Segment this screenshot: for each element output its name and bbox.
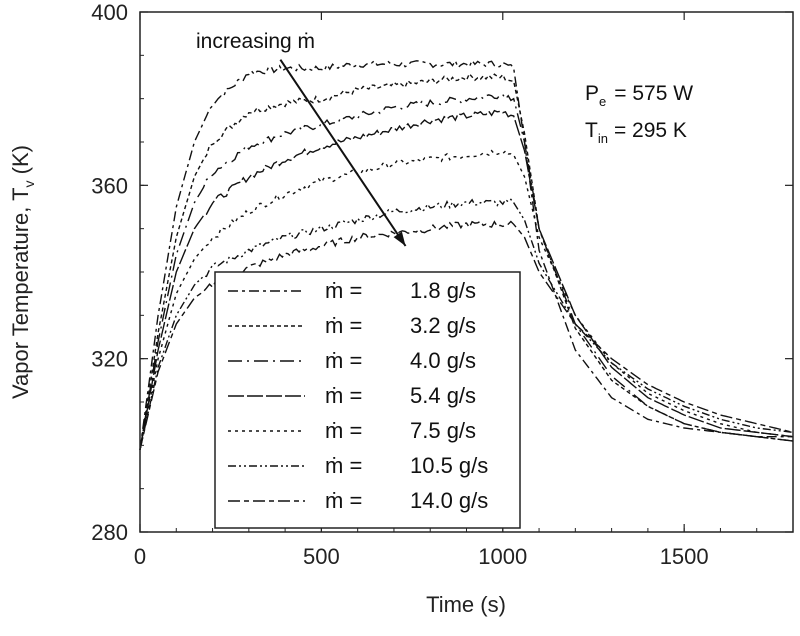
series-line-14-0-g-s — [139, 220, 794, 450]
legend-label: 3.2 g/s — [410, 313, 476, 338]
legend-flow-symbol: ṁ = — [325, 278, 362, 303]
series-line-7-5-g-s — [139, 149, 794, 450]
series-line-10-5-g-s — [139, 198, 794, 450]
x-tick-label: 0 — [134, 544, 146, 569]
series-line-4-0-g-s — [139, 93, 794, 450]
legend-label: 5.4 g/s — [410, 383, 476, 408]
legend: ṁ = 1.8 g/s ṁ = 3.2 g/s ṁ = 4.0 g/s ṁ = 5.4 g/s… — [214, 271, 521, 529]
legend-item: ṁ = 3.2 g/s — [228, 313, 476, 338]
legend-item: ṁ = 14.0 g/s — [228, 488, 488, 513]
legend-label: 7.5 g/s — [410, 418, 476, 443]
legend-flow-symbol: ṁ = — [325, 488, 362, 513]
legend-item: ṁ = 10.5 g/s — [228, 453, 488, 478]
x-tick-label: 500 — [303, 544, 340, 569]
increasing-flow-arrow — [279, 59, 407, 247]
y-tick-label: 400 — [91, 0, 128, 25]
legend-item: ṁ = 4.0 g/s — [228, 348, 476, 373]
legend-item: ṁ = 5.4 g/s — [228, 383, 476, 408]
series-group — [139, 59, 794, 450]
inlet-temperature-annotation: Tin = 295 K — [585, 119, 687, 146]
legend-item: ṁ = 1.8 g/s — [228, 278, 476, 303]
legend-item: ṁ = 7.5 g/s — [228, 418, 476, 443]
x-tick-label: 1000 — [478, 544, 527, 569]
y-tick-label: 280 — [91, 520, 128, 545]
series-line-5-4-g-s — [139, 109, 794, 450]
legend-flow-symbol: ṁ = — [325, 348, 362, 373]
legend-label: 4.0 g/s — [410, 348, 476, 373]
legend-label: 10.5 g/s — [410, 453, 488, 478]
y-axis-title: Vapor Temperature, Tv (K) — [8, 145, 37, 399]
series-line-1-8-g-s — [139, 59, 793, 450]
legend-flow-symbol: ṁ = — [325, 418, 362, 443]
legend-flow-symbol: ṁ = — [325, 313, 362, 338]
ticks-group: 0 500 1000 1500 280 320 360 400 — [91, 0, 794, 569]
x-tick-label: 1500 — [660, 544, 709, 569]
legend-label: 14.0 g/s — [410, 488, 488, 513]
power-annotation: Pe = 575 W — [585, 82, 693, 109]
legend-flow-symbol: ṁ = — [325, 383, 362, 408]
legend-label: 1.8 g/s — [410, 278, 476, 303]
arrow-head-icon — [393, 231, 406, 246]
x-axis-title: Time (s) — [426, 592, 506, 617]
y-tick-label: 320 — [91, 347, 128, 372]
legend-flow-symbol: ṁ = — [325, 453, 362, 478]
increasing-flow-annotation: increasing ṁ — [196, 30, 315, 53]
y-tick-label: 360 — [91, 173, 128, 198]
legend-box — [214, 271, 521, 529]
